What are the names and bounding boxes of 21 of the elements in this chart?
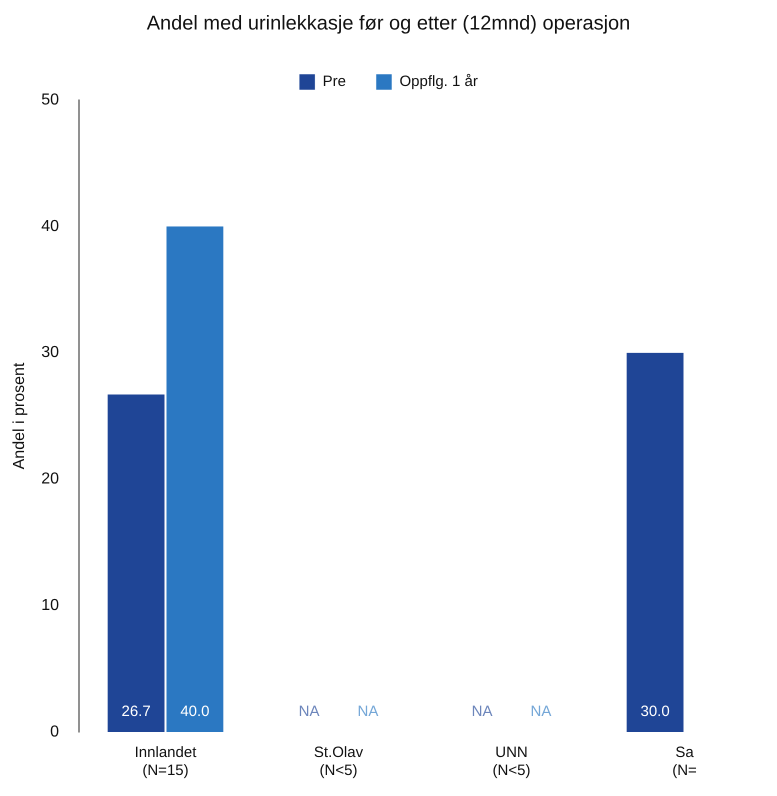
x-tick-label: Innlandet (N=15): [134, 744, 198, 780]
y-tick-label: 40: [41, 218, 60, 235]
y-axis-title: Andel i prosent: [11, 362, 28, 470]
data-label: 26.7: [121, 703, 151, 720]
legend-label: Oppflg. 1 år: [399, 73, 478, 90]
legend-label: Pre: [322, 73, 346, 90]
chart-title: Andel med urinlekkasje før og etter (12mnd) operasjon: [146, 12, 630, 35]
x-tick-label: Sa (N=: [672, 744, 698, 780]
x-tick-label: St.Olav (N<5): [314, 744, 364, 780]
data-label: 40.0: [180, 703, 210, 720]
y-tick-label: 0: [50, 723, 60, 740]
text: NA: [530, 703, 552, 720]
y-tick-label: 30: [41, 344, 60, 362]
x-tick-label: UNN (N<5): [492, 744, 530, 780]
y-tick-label: 10: [41, 597, 60, 614]
text: NA: [357, 703, 378, 720]
y-tick-label: 20: [41, 470, 60, 488]
text: NA: [472, 703, 493, 720]
text: NA: [298, 703, 320, 720]
y-tick-label: 50: [41, 91, 60, 108]
data-label: 30.0: [640, 703, 670, 720]
